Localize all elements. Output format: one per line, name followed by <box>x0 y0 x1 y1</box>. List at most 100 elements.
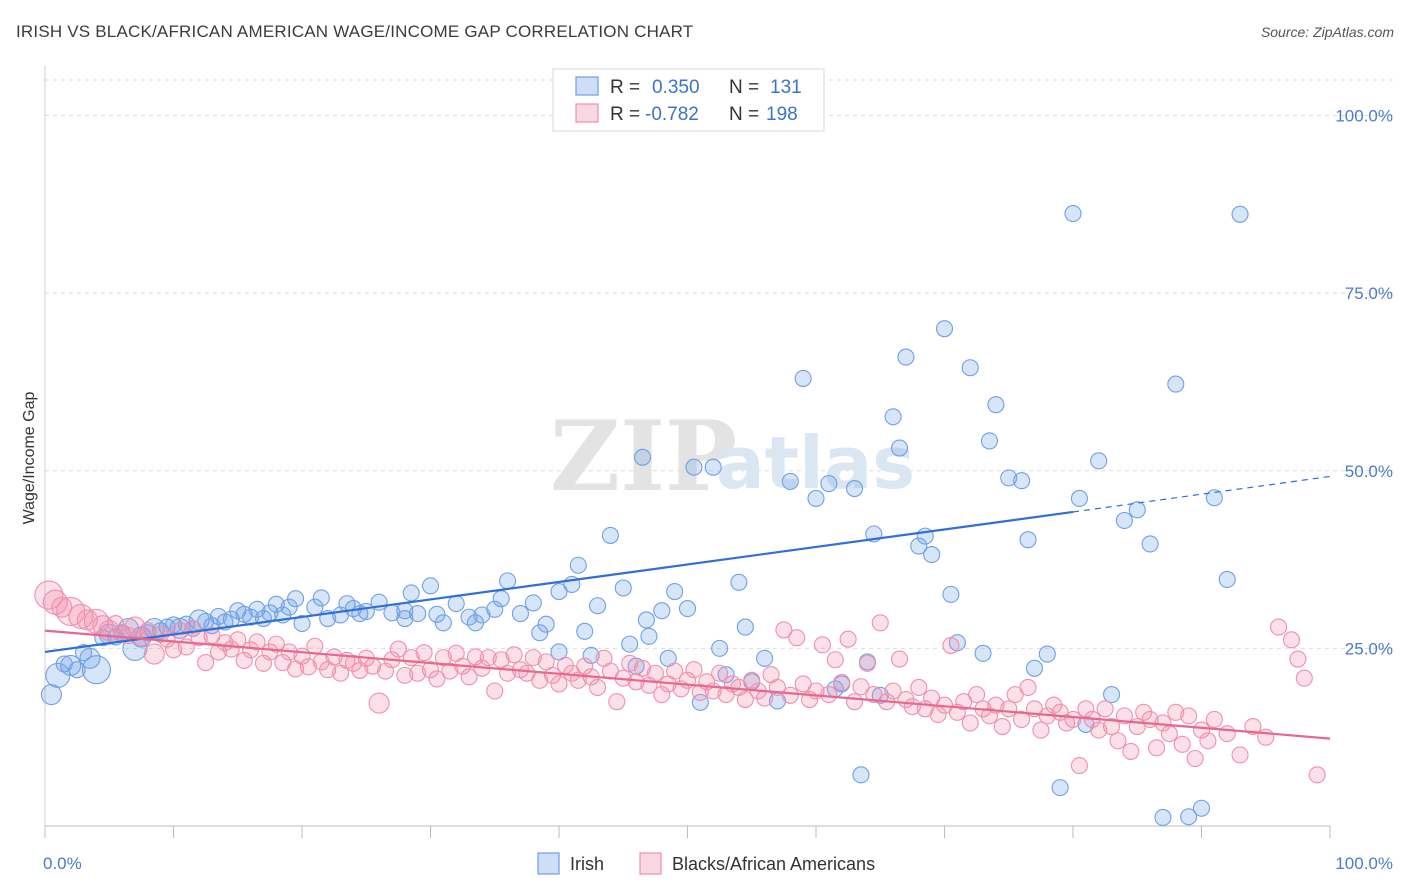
stats-n-label: N = <box>729 104 759 125</box>
data-point <box>460 608 478 626</box>
data-point <box>544 666 562 684</box>
data-point <box>1186 749 1204 768</box>
data-point <box>884 408 902 426</box>
data-point <box>1019 678 1037 697</box>
data-point <box>781 686 799 704</box>
data-point <box>666 582 684 601</box>
data-point <box>1115 511 1133 530</box>
data-point <box>897 348 915 366</box>
data-point <box>421 661 440 679</box>
trend-line-irish <box>44 510 1074 654</box>
legend-swatch-black <box>639 852 662 875</box>
data-point <box>1038 645 1056 663</box>
data-point <box>653 686 671 704</box>
data-point <box>550 582 568 601</box>
data-point <box>942 585 960 603</box>
data-point <box>1218 570 1236 589</box>
data-point <box>1013 710 1031 728</box>
data-point <box>1308 766 1326 784</box>
data-point <box>890 439 909 457</box>
y-tick-label: 25.0% <box>1345 639 1393 658</box>
data-point <box>1103 686 1121 704</box>
data-point <box>1154 808 1172 827</box>
stats-n-value: 131 <box>770 77 802 98</box>
data-point <box>974 644 992 662</box>
data-point <box>1025 659 1043 677</box>
data-point <box>396 609 414 628</box>
data-point <box>1244 717 1262 736</box>
data-points <box>34 205 1326 827</box>
data-point <box>479 649 497 667</box>
data-point <box>396 666 414 684</box>
stats-r-label: R = <box>610 77 640 98</box>
data-point <box>1051 779 1069 797</box>
data-point <box>79 647 101 669</box>
data-point <box>344 654 362 672</box>
data-point <box>820 475 838 493</box>
data-point <box>486 682 504 700</box>
data-point <box>1006 686 1024 704</box>
data-point <box>1045 696 1063 714</box>
stats-r-label: R = <box>610 104 640 125</box>
data-point <box>775 621 793 639</box>
data-point <box>518 664 536 682</box>
data-point <box>409 664 427 682</box>
data-point <box>910 537 928 555</box>
series-irish-points <box>40 205 1249 827</box>
data-point <box>704 458 722 476</box>
data-point <box>197 654 215 672</box>
stats-legend-swatch-irish <box>575 76 599 96</box>
data-point <box>576 657 594 675</box>
data-point <box>961 359 979 377</box>
data-point <box>1128 501 1146 519</box>
data-point <box>736 618 754 636</box>
data-point <box>813 636 831 654</box>
data-point <box>287 590 305 608</box>
data-point <box>666 662 684 680</box>
data-point <box>717 666 735 684</box>
data-point <box>402 584 420 602</box>
source-credit: Source: ZipAtlas.com <box>1260 24 1394 40</box>
gridlines <box>45 79 1395 649</box>
data-point <box>1205 489 1223 507</box>
data-point <box>1295 669 1313 687</box>
data-point <box>1090 721 1108 739</box>
data-point <box>1109 732 1127 750</box>
data-point <box>1000 469 1018 487</box>
data-point <box>293 614 311 633</box>
data-point <box>1147 739 1166 757</box>
data-point <box>434 614 452 632</box>
data-point <box>845 479 864 498</box>
series-black-points <box>34 580 1326 784</box>
data-point <box>1070 757 1088 775</box>
data-point <box>421 577 440 595</box>
x-tick-label: 0.0% <box>43 854 82 873</box>
data-point <box>588 678 607 697</box>
stats-legend-swatch-black <box>575 103 599 123</box>
data-point <box>637 611 655 629</box>
data-point <box>312 589 330 607</box>
data-point <box>621 635 639 653</box>
data-point <box>685 458 703 476</box>
data-point <box>299 658 317 676</box>
data-point <box>794 369 812 387</box>
data-point <box>890 650 909 668</box>
axes <box>44 66 1331 838</box>
watermark-zip: ZIP <box>550 400 737 513</box>
data-point <box>807 489 825 508</box>
data-point <box>1289 650 1307 668</box>
data-point <box>1013 472 1031 490</box>
data-point <box>389 640 407 658</box>
data-point <box>1115 707 1133 725</box>
data-point <box>865 686 883 704</box>
data-point <box>691 693 709 711</box>
data-point <box>492 590 510 608</box>
data-point <box>441 662 459 680</box>
data-point <box>845 693 864 711</box>
watermark: ZIP atlas <box>550 400 915 513</box>
data-point <box>576 622 594 640</box>
data-point <box>980 432 999 450</box>
data-point <box>608 693 626 711</box>
data-point <box>839 630 857 648</box>
